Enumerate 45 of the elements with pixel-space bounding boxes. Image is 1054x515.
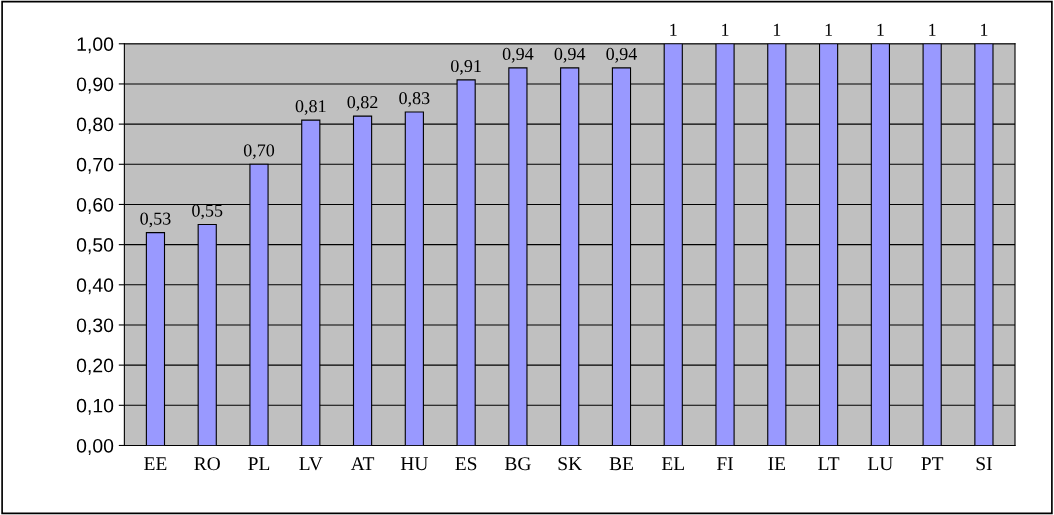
- y-tick-label: 0,80: [76, 117, 114, 134]
- y-tick-label: 0,00: [76, 438, 114, 456]
- y-tick-label: 0,40: [76, 278, 114, 295]
- x-tick-label: ES: [455, 457, 477, 471]
- data-label: 1: [877, 23, 884, 36]
- data-label: 0,81: [295, 100, 326, 115]
- y-tick-label: 0,70: [76, 157, 114, 174]
- x-tick-label: HU: [400, 457, 428, 471]
- x-tick-label: LV: [299, 457, 323, 471]
- x-tick-label: PL: [248, 457, 270, 471]
- data-label: 1: [670, 23, 677, 36]
- y-tick-label: 0,90: [76, 77, 114, 94]
- data-label: 1: [929, 23, 936, 36]
- data-label: 0,94: [606, 47, 637, 63]
- data-label: 0,94: [554, 47, 586, 63]
- x-tick-label: EE: [144, 457, 167, 471]
- data-label: 1: [981, 23, 988, 36]
- y-tick-label: 0,50: [76, 238, 114, 255]
- x-tick-label: BG: [504, 457, 531, 471]
- data-label: 0,94: [502, 47, 534, 63]
- x-tick-label: RO: [194, 457, 220, 471]
- data-label: 0,70: [243, 144, 275, 160]
- x-tick-label: SK: [558, 457, 582, 471]
- y-tick-label: 1,00: [77, 37, 114, 54]
- data-label: 0,82: [347, 96, 378, 111]
- y-tick-label: 0,60: [76, 197, 114, 214]
- data-label: 0,83: [399, 92, 430, 107]
- y-tick-label: 0,10: [76, 398, 114, 415]
- data-label: 1: [722, 23, 729, 36]
- x-tick-label: LU: [867, 457, 893, 471]
- data-label: 1: [825, 23, 833, 36]
- x-tick-label: BE: [609, 457, 633, 471]
- y-tick-label: 0,30: [76, 318, 114, 335]
- x-tick-label: FI: [716, 457, 733, 471]
- data-label: 0,53: [140, 212, 171, 228]
- x-tick-label: IE: [768, 457, 786, 471]
- data-label: 0,91: [451, 59, 481, 75]
- x-tick-label: EL: [661, 457, 684, 471]
- data-label: 1: [773, 23, 781, 36]
- x-tick-label: SI: [976, 457, 992, 471]
- x-tick-label: LT: [818, 457, 840, 471]
- x-tick-label: AT: [350, 457, 375, 471]
- y-tick-label: 0,20: [76, 358, 114, 375]
- x-tick-label: PT: [921, 457, 944, 471]
- data-label: 0,55: [192, 204, 223, 220]
